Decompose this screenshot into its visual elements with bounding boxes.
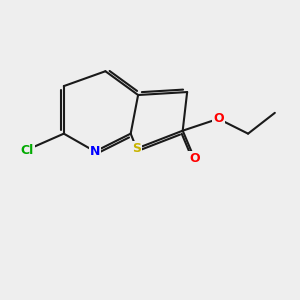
Text: Cl: Cl — [20, 143, 33, 157]
Text: O: O — [189, 152, 200, 165]
Text: S: S — [132, 142, 141, 155]
Text: N: N — [90, 145, 100, 158]
Text: O: O — [213, 112, 224, 125]
